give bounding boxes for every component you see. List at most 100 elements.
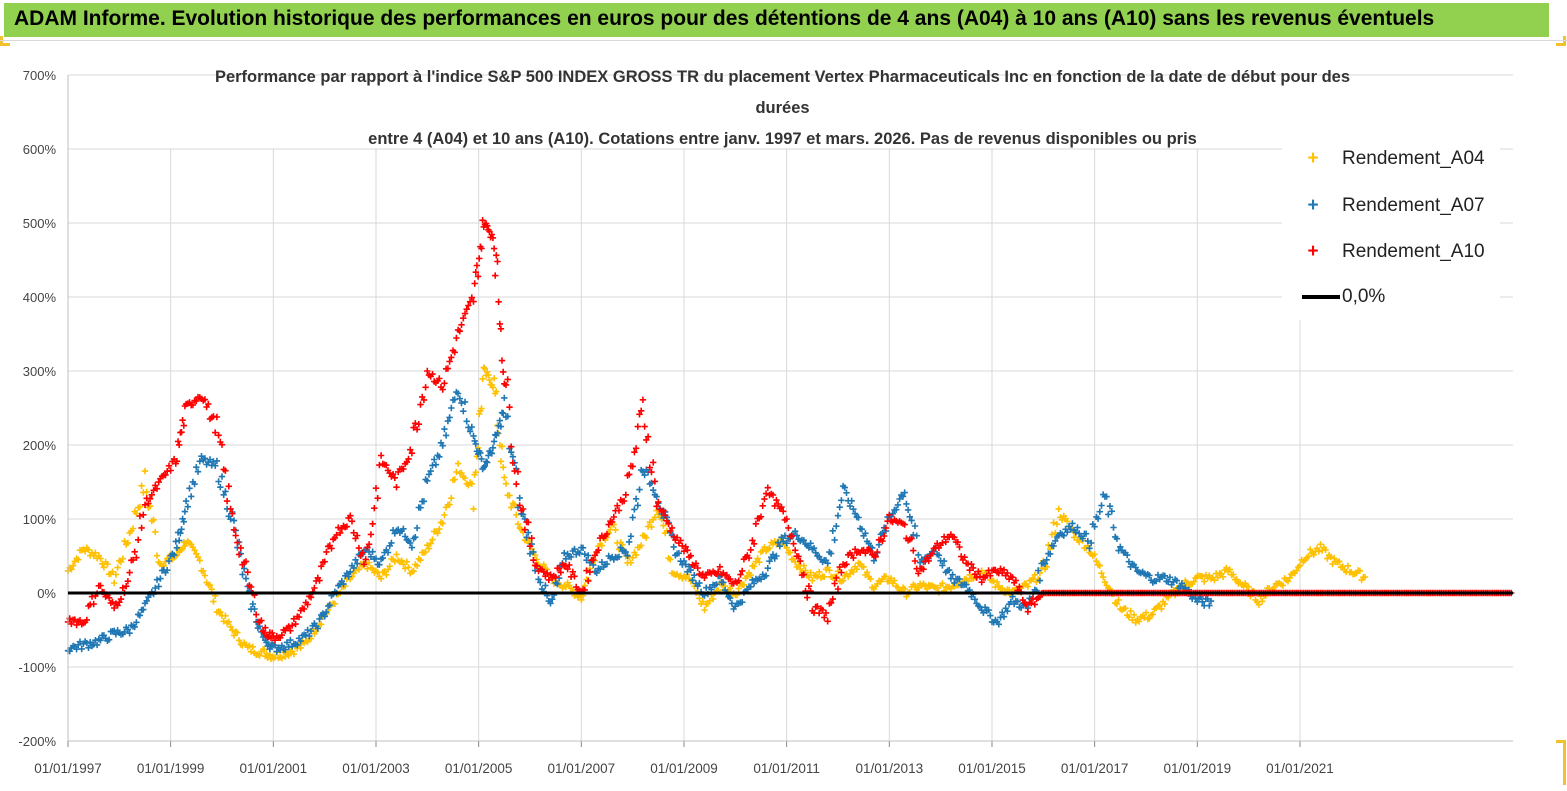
- data-point-rendement-a04: [256, 652, 263, 659]
- data-point-rendement-a10: [911, 557, 919, 565]
- data-point-rendement-a07: [456, 395, 463, 402]
- y-tick-label: 100%: [23, 512, 57, 527]
- data-point-rendement-a10: [566, 561, 573, 569]
- data-point-rendement-a10: [836, 563, 843, 571]
- data-point-rendement-a04: [451, 476, 458, 483]
- data-point-rendement-a04: [104, 561, 111, 568]
- data-point-rendement-a10: [420, 396, 428, 404]
- data-point-rendement-a07: [603, 560, 611, 568]
- data-point-rendement-a07: [420, 498, 428, 505]
- legend-item-a07: + Rendement_A07: [1302, 195, 1484, 217]
- data-point-rendement-a07: [157, 575, 164, 582]
- data-point-rendement-a10: [318, 563, 325, 570]
- data-point-rendement-a04: [68, 566, 75, 573]
- data-point-rendement-a07: [314, 625, 321, 632]
- data-point-rendement-a10: [176, 441, 183, 449]
- data-point-rendement-a04: [225, 618, 232, 625]
- chart-legend: + Rendement_A04 + Rendement_A07 + Rendement…: [1282, 140, 1500, 320]
- data-point-rendement-a07: [576, 550, 583, 557]
- data-point-rendement-a07: [1091, 523, 1098, 530]
- data-point-rendement-a10: [131, 548, 138, 555]
- data-point-rendement-a10: [545, 576, 552, 584]
- data-point-rendement-a10: [771, 502, 778, 510]
- data-point-rendement-a07: [999, 609, 1006, 616]
- data-point-rendement-a10: [805, 583, 813, 590]
- data-point-rendement-a10: [412, 420, 419, 427]
- data-point-rendement-a10: [123, 583, 130, 590]
- data-point-rendement-a10: [451, 349, 458, 356]
- data-point-rendement-a07: [227, 516, 234, 523]
- plus-marker-icon: +: [1307, 241, 1319, 262]
- data-point-rendement-a07: [478, 455, 485, 463]
- y-tick-label: -100%: [18, 660, 56, 675]
- data-point-rendement-a10: [838, 569, 845, 576]
- data-point-rendement-a07: [1047, 550, 1054, 558]
- data-point-rendement-a10: [474, 273, 482, 280]
- data-point-rendement-a07: [903, 500, 910, 508]
- data-point-rendement-a10: [591, 552, 599, 559]
- data-point-rendement-a07: [865, 540, 872, 547]
- data-point-rendement-a10: [790, 540, 797, 547]
- data-point-rendement-a04: [490, 375, 498, 382]
- data-point-rendement-a10: [453, 334, 460, 342]
- data-point-rendement-a10: [389, 471, 397, 478]
- data-point-rendement-a10: [677, 537, 684, 544]
- data-point-rendement-a04: [648, 523, 655, 531]
- data-point-rendement-a10: [735, 577, 742, 584]
- data-point-rendement-a10: [415, 421, 422, 428]
- data-point-rendement-a04: [747, 571, 754, 579]
- data-point-rendement-a10: [752, 520, 760, 527]
- data-point-rendement-a07: [747, 583, 754, 590]
- data-point-rendement-a07: [186, 485, 193, 492]
- data-point-rendement-a04: [497, 458, 505, 465]
- data-point-rendement-a10: [631, 449, 638, 456]
- data-point-rendement-a10: [287, 627, 294, 634]
- data-point-rendement-a04: [578, 596, 585, 604]
- data-point-rendement-a10: [901, 521, 908, 528]
- data-point-rendement-a04: [69, 562, 77, 569]
- report-banner: ADAM Informe. Evolution historique des p…: [4, 3, 1549, 37]
- data-point-rendement-a07: [1036, 577, 1044, 584]
- data-point-rendement-a04: [468, 480, 475, 487]
- data-point-rendement-a10: [365, 541, 373, 548]
- data-point-rendement-a07: [266, 645, 274, 653]
- data-point-rendement-a04: [756, 559, 763, 566]
- data-point-rendement-a10: [292, 620, 299, 628]
- data-point-rendement-a07: [1074, 524, 1081, 531]
- x-tick-label: 01/01/2011: [753, 761, 820, 776]
- data-point-rendement-a10: [422, 384, 429, 391]
- data-point-rendement-a04: [422, 548, 429, 556]
- data-point-rendement-a10: [1000, 566, 1008, 573]
- data-point-rendement-a10: [328, 545, 335, 552]
- data-point-rendement-a10: [514, 468, 522, 475]
- data-point-rendement-a07: [1067, 526, 1074, 533]
- data-point-rendement-a07: [323, 608, 330, 616]
- chart-title: Performance par rapport à l'indice S&P 5…: [170, 62, 1395, 155]
- data-point-rendement-a07: [193, 464, 200, 471]
- y-tick-label: 600%: [23, 142, 57, 157]
- data-point-rendement-a07: [981, 604, 989, 611]
- data-point-rendement-a04: [393, 551, 400, 558]
- data-point-rendement-a07: [1079, 535, 1086, 542]
- data-point-rendement-a07: [776, 543, 783, 550]
- data-point-rendement-a07: [97, 637, 104, 644]
- corner-mark-top-left: [0, 36, 10, 46]
- data-point-rendement-a04: [1223, 564, 1230, 572]
- data-point-rendement-a07: [448, 404, 455, 412]
- data-point-rendement-a04: [424, 542, 431, 549]
- data-point-rendement-a07: [508, 449, 515, 456]
- data-point-rendement-a07: [454, 390, 462, 397]
- data-point-rendement-a04: [235, 637, 243, 644]
- data-point-rendement-a04: [816, 568, 823, 576]
- data-point-rendement-a10: [966, 567, 973, 574]
- data-point-rendement-a07: [316, 615, 323, 623]
- data-point-rendement-a04: [1076, 538, 1083, 546]
- data-point-rendement-a10: [651, 478, 659, 485]
- data-point-rendement-a04: [1149, 611, 1156, 618]
- data-point-rendement-a10: [223, 497, 231, 505]
- data-point-rendement-a10: [167, 467, 174, 474]
- data-point-rendement-a04: [1296, 562, 1304, 569]
- data-point-rendement-a10: [795, 553, 802, 560]
- data-point-rendement-a04: [934, 584, 941, 592]
- data-point-rendement-a04: [629, 554, 636, 561]
